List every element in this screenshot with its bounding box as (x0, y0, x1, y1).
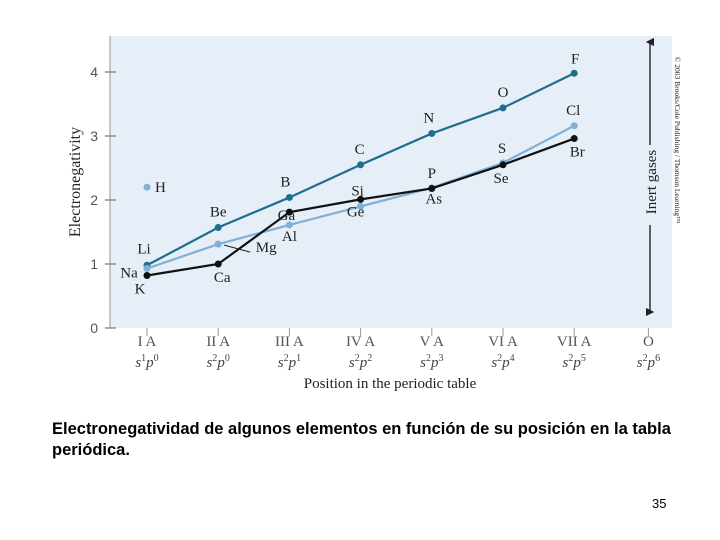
element-label-Li: Li (137, 241, 150, 257)
data-point-Ge (357, 195, 365, 203)
copyright-notice: © 2003 Brooks/Cole Publishing / Thomson … (673, 57, 682, 224)
electron-config-label: s2p5 (563, 353, 586, 371)
group-label: V A (420, 334, 444, 350)
data-point-As (428, 184, 436, 192)
x-axis-title: Position in the periodic table (304, 376, 477, 392)
element-label-Mg: Mg (256, 240, 277, 256)
y-tick-label: 2 (90, 192, 98, 208)
element-label-Br: Br (570, 145, 585, 161)
data-point-N (428, 129, 436, 137)
y-tick-label: 4 (90, 64, 98, 80)
element-label-B: B (280, 174, 290, 190)
data-point-Si (357, 202, 365, 210)
element-label-As: As (425, 191, 442, 207)
inert-gases-label: Inert gases (644, 150, 660, 215)
element-label-H: H (155, 180, 166, 196)
element-label-Ga: Ga (278, 208, 296, 224)
data-point-K (143, 272, 151, 280)
electronegativity-chart: 0 1 2 3 4 Li Be B C N O F Na Mg Al Si P S Cl K Ca Ga Ge As Se Br… (67, 36, 682, 392)
electron-config-label: s2p1 (278, 353, 301, 371)
electron-config-label: s2p6 (637, 353, 660, 371)
element-label-N: N (423, 110, 434, 126)
electron-config-label: s2p0 (207, 353, 230, 371)
series-layer (143, 69, 578, 280)
inert-gases-label-bg (638, 145, 662, 225)
page-number: 35 (652, 496, 667, 511)
y-axis-title: Electronegativity (67, 127, 84, 237)
data-point-B (285, 193, 293, 201)
point-labels: Li Be B C N O F Na Mg Al Si P S Cl K Ca Ga Ge As Se Br H (120, 51, 584, 297)
element-label-Ca: Ca (214, 270, 231, 286)
element-label-Na: Na (120, 265, 138, 281)
data-point-Al (285, 221, 293, 229)
electron-config-label: s2p2 (349, 353, 372, 371)
data-point-Mg (214, 240, 222, 248)
figure-caption: Electronegatividad de algunos elementos … (52, 420, 671, 459)
data-point-Se (499, 161, 507, 169)
data-point-Ca (214, 260, 222, 268)
y-tick-label: 3 (90, 128, 98, 144)
data-point-Br (570, 135, 578, 143)
data-point-Na (143, 264, 151, 272)
element-label-Se: Se (494, 171, 509, 187)
electron-config-label: s2p4 (491, 353, 514, 371)
data-point-F (570, 69, 578, 77)
electron-config-label: s1p0 (135, 353, 158, 371)
element-label-S: S (498, 141, 506, 157)
y-ticks: 0 1 2 3 4 (90, 64, 116, 336)
data-point-Ga (285, 208, 293, 216)
group-label: IV A (346, 334, 375, 350)
group-label: II A (206, 334, 230, 350)
element-label-P: P (428, 166, 436, 182)
group-label: VII A (557, 334, 592, 350)
group-label: III A (275, 334, 304, 350)
data-point-O (499, 104, 507, 112)
electron-config-label: s2p3 (420, 353, 443, 371)
group-label: O (643, 334, 654, 350)
element-label-Be: Be (210, 205, 227, 221)
data-point-C (357, 161, 365, 169)
element-label-K: K (135, 282, 146, 298)
group-label: I A (138, 334, 157, 350)
y-tick-label: 1 (90, 256, 98, 272)
element-label-F: F (571, 51, 579, 67)
data-point-Be (214, 224, 222, 232)
element-label-Al: Al (282, 229, 297, 245)
mg-leader-line (224, 244, 251, 253)
y-tick-label: 0 (90, 320, 98, 336)
element-label-O: O (498, 85, 509, 101)
x-categories: I A s1p0 II A s2p0 III A s2p1 IV A s2p2 V A s2p3 V… (135, 328, 660, 371)
plot-area (110, 36, 672, 328)
element-label-Si: Si (351, 183, 364, 199)
element-label-Cl: Cl (566, 103, 580, 119)
data-point-Cl (570, 122, 578, 130)
element-label-C: C (355, 142, 365, 158)
group-label: VI A (488, 334, 518, 350)
element-label-Ge: Ge (347, 204, 365, 220)
data-point-H (143, 183, 151, 191)
